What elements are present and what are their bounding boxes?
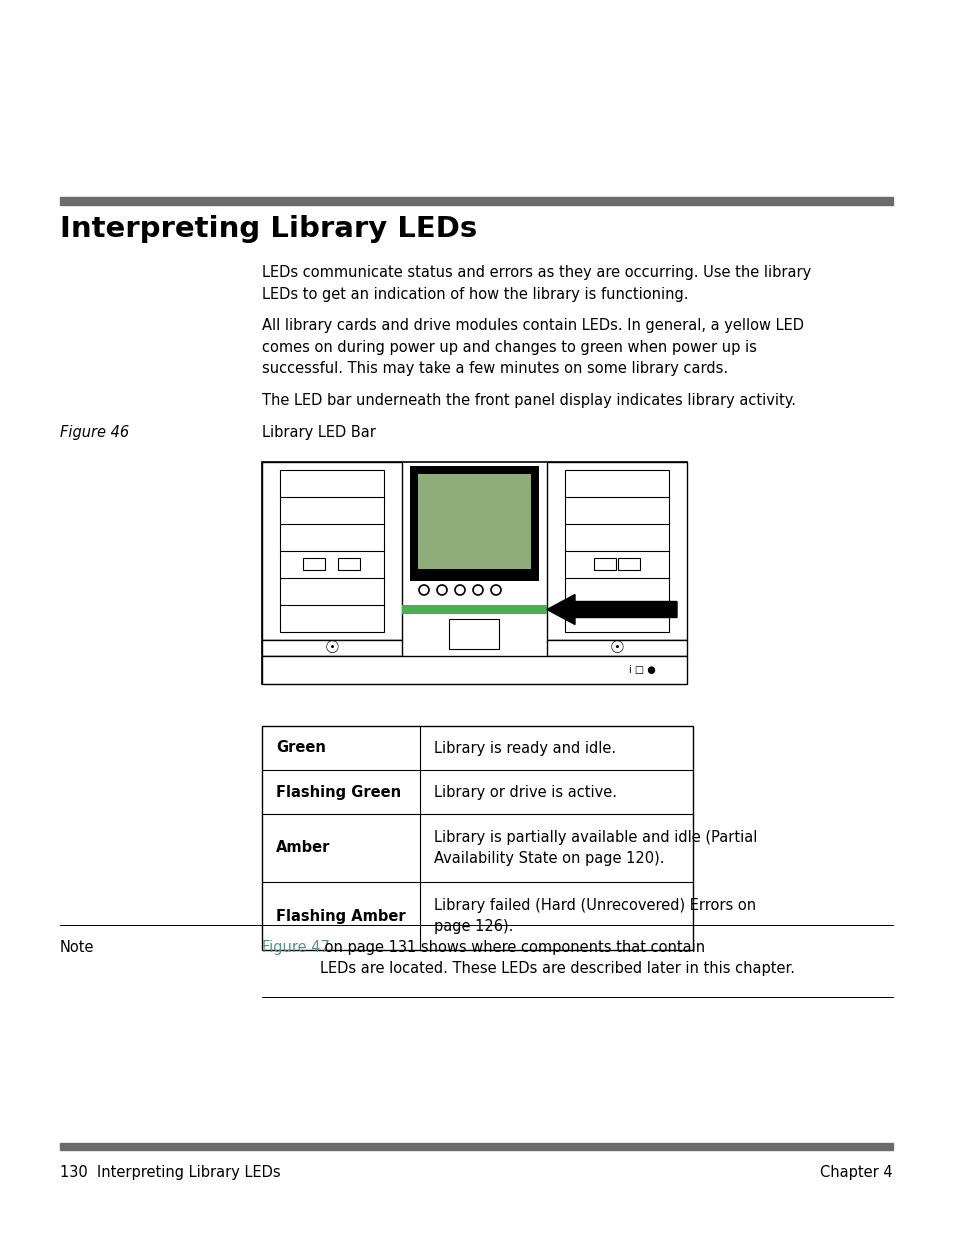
Bar [280, 471, 384, 632]
Text: Library is ready and idle.: Library is ready and idle. [434, 741, 616, 756]
Bar [417, 474, 531, 569]
Text: Figure 46: Figure 46 [60, 425, 129, 440]
Bar [60, 198, 892, 205]
Text: on page 131 shows where components that contain
LEDs are located. These LEDs are: on page 131 shows where components that … [319, 940, 794, 976]
Text: Figure 47: Figure 47 [262, 940, 330, 955]
Bar [60, 1144, 892, 1150]
Bar [262, 640, 401, 656]
FancyArrow shape [546, 594, 677, 625]
Text: The LED bar underneath the front panel display indicates library activity.: The LED bar underneath the front panel d… [262, 393, 795, 408]
Text: Library or drive is active.: Library or drive is active. [434, 784, 617, 799]
Bar [410, 466, 538, 580]
Bar [401, 605, 546, 614]
Bar [262, 726, 692, 950]
Bar [262, 462, 686, 684]
Bar [546, 640, 686, 656]
Bar [564, 471, 668, 632]
Text: Amber: Amber [275, 841, 330, 856]
Text: Green: Green [275, 741, 326, 756]
Bar [262, 462, 401, 640]
Text: Flashing Amber: Flashing Amber [275, 909, 405, 924]
Text: LEDs communicate status and errors as they are occurring. Use the library
LEDs t: LEDs communicate status and errors as th… [262, 266, 810, 301]
Text: Interpreting Library LEDs: Interpreting Library LEDs [60, 215, 476, 243]
Text: Note: Note [60, 940, 94, 955]
Bar [262, 656, 686, 684]
Bar [303, 558, 325, 571]
Bar [449, 619, 498, 650]
Text: Library is partially available and idle (Partial
Availability State on page 120): Library is partially available and idle … [434, 830, 757, 866]
Text: Library failed (Hard (Unrecovered) Errors on
page 126).: Library failed (Hard (Unrecovered) Error… [434, 898, 756, 934]
Text: ☉: ☉ [609, 638, 624, 657]
Bar [546, 462, 686, 640]
Text: Chapter 4: Chapter 4 [820, 1165, 892, 1179]
Text: Library LED Bar: Library LED Bar [262, 425, 375, 440]
Text: All library cards and drive modules contain LEDs. In general, a yellow LED
comes: All library cards and drive modules cont… [262, 317, 803, 377]
Bar [618, 558, 639, 571]
Text: ☉: ☉ [324, 638, 339, 657]
Text: i □ ●: i □ ● [628, 664, 655, 676]
Text: Flashing Green: Flashing Green [275, 784, 400, 799]
Bar [337, 558, 359, 571]
Bar [594, 558, 616, 571]
Text: 130  Interpreting Library LEDs: 130 Interpreting Library LEDs [60, 1165, 280, 1179]
